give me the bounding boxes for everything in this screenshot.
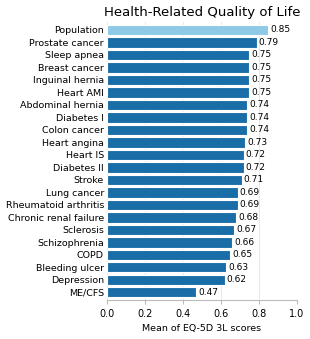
- Bar: [107, 275, 224, 285]
- Text: 0.69: 0.69: [240, 188, 260, 197]
- Bar: [107, 150, 244, 160]
- Bar: [107, 100, 247, 110]
- Bar: [107, 287, 196, 298]
- Bar: [107, 200, 238, 210]
- Bar: [107, 237, 232, 247]
- Text: 0.74: 0.74: [249, 113, 269, 122]
- Text: 0.47: 0.47: [198, 288, 218, 297]
- Bar: [107, 162, 244, 173]
- Text: 0.79: 0.79: [259, 38, 279, 47]
- Bar: [107, 250, 230, 260]
- X-axis label: Mean of EQ-5D 3L scores: Mean of EQ-5D 3L scores: [142, 324, 261, 334]
- Text: 0.69: 0.69: [240, 200, 260, 210]
- Text: 0.85: 0.85: [270, 25, 290, 35]
- Text: 0.74: 0.74: [249, 125, 269, 135]
- Text: 0.75: 0.75: [251, 63, 271, 72]
- Text: 0.73: 0.73: [247, 138, 268, 147]
- Bar: [107, 125, 247, 135]
- Text: 0.74: 0.74: [249, 100, 269, 109]
- Text: 0.75: 0.75: [251, 88, 271, 97]
- Bar: [107, 175, 242, 185]
- Bar: [107, 262, 227, 273]
- Text: 0.71: 0.71: [244, 175, 264, 184]
- Bar: [107, 212, 236, 222]
- Bar: [107, 87, 249, 98]
- Bar: [107, 225, 234, 235]
- Text: 0.63: 0.63: [228, 263, 249, 272]
- Bar: [107, 37, 257, 47]
- Bar: [107, 25, 268, 35]
- Bar: [107, 112, 247, 123]
- Text: 0.62: 0.62: [227, 275, 246, 284]
- Text: 0.68: 0.68: [238, 213, 258, 222]
- Bar: [107, 50, 249, 60]
- Bar: [107, 62, 249, 73]
- Title: Health-Related Quality of Life: Health-Related Quality of Life: [104, 5, 300, 19]
- Text: 0.75: 0.75: [251, 76, 271, 84]
- Bar: [107, 137, 246, 147]
- Text: 0.65: 0.65: [232, 251, 252, 259]
- Text: 0.75: 0.75: [251, 51, 271, 59]
- Text: 0.72: 0.72: [246, 151, 265, 159]
- Text: 0.67: 0.67: [236, 225, 256, 234]
- Bar: [107, 75, 249, 85]
- Text: 0.72: 0.72: [246, 163, 265, 172]
- Text: 0.66: 0.66: [234, 238, 254, 247]
- Bar: [107, 187, 238, 198]
